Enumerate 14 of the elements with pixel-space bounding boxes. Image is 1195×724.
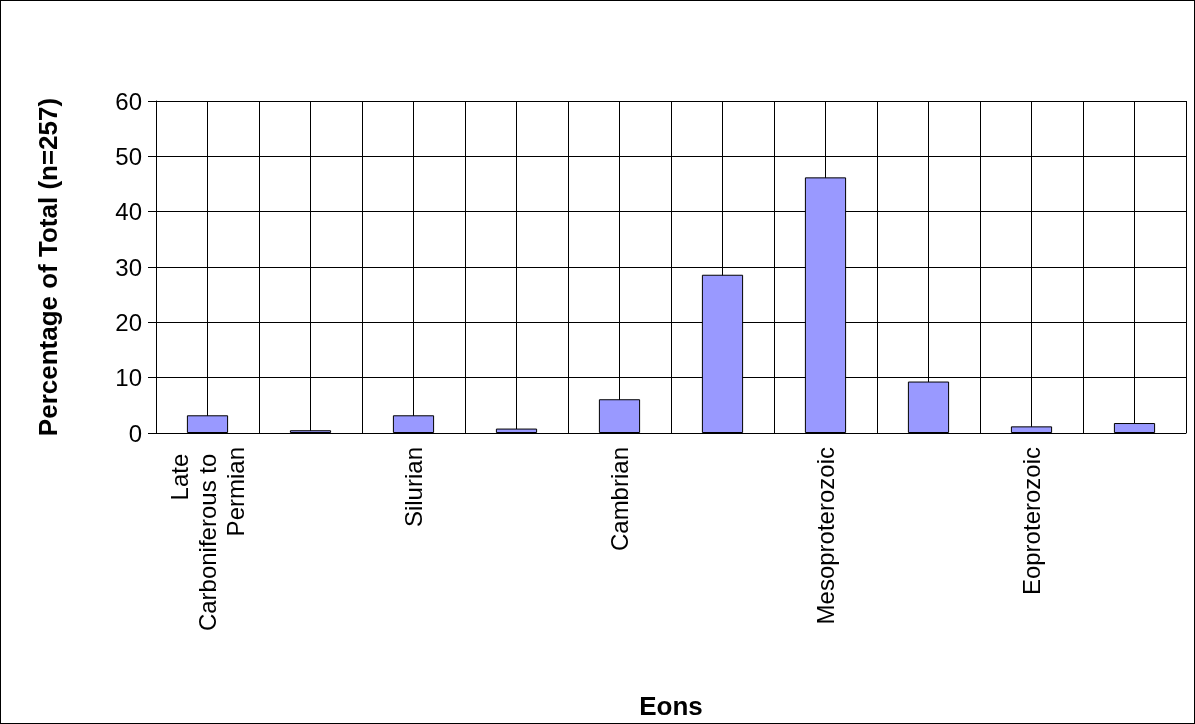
y-tick-label: 60 — [115, 87, 142, 115]
y-tick-label: 0 — [128, 419, 142, 447]
x-tick-label: Eoproterozoic — [1018, 447, 1045, 596]
x-tick-label: Mesoproterozoic — [812, 447, 839, 625]
y-tick-label: 20 — [115, 308, 142, 336]
y-tick-label: 10 — [115, 364, 142, 392]
x-tick-label: Cambrian — [606, 447, 633, 552]
y-axis-title: Percentage of Total (n=257) — [33, 97, 63, 437]
y-tick-label: 40 — [115, 198, 142, 226]
x-tick-label: Late Carboniferous to Permian — [166, 447, 249, 632]
x-tick-label: Silurian — [400, 447, 427, 528]
y-tick-label: 50 — [115, 142, 142, 170]
x-axis-title: Eons — [639, 691, 703, 721]
y-tick-label: 30 — [115, 253, 142, 281]
